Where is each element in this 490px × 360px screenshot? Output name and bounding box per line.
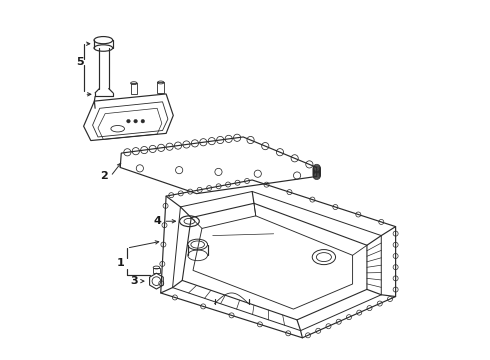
- Text: 1: 1: [116, 258, 124, 268]
- Bar: [131, 83, 137, 94]
- Circle shape: [126, 120, 130, 123]
- Text: 2: 2: [100, 171, 108, 181]
- Text: 4: 4: [153, 216, 161, 226]
- Text: 3: 3: [131, 276, 138, 286]
- Text: 5: 5: [76, 57, 84, 67]
- Circle shape: [141, 120, 145, 123]
- Circle shape: [134, 120, 137, 123]
- Bar: [157, 82, 164, 93]
- Bar: [153, 267, 160, 273]
